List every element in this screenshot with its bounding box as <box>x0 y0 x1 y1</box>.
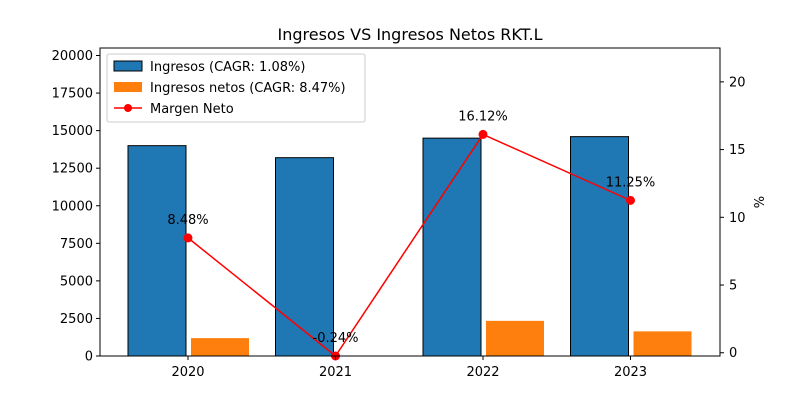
x-tick-label-2021: 2021 <box>319 365 352 380</box>
right-tick-label-20: 20 <box>729 75 746 90</box>
margen-neto-label-2022: 16.12% <box>458 109 508 124</box>
point-labels-layer: 8.48% -0.24% 16.12% 11.25% <box>167 109 655 346</box>
legend: Ingresos (CAGR: 1.08%) Ingresos netos (C… <box>106 53 366 123</box>
legend-swatch-ingresos <box>113 60 143 72</box>
bar-ingresos-2021 <box>275 157 334 357</box>
legend-box <box>106 53 366 123</box>
left-tick-label-20000: 20000 <box>52 49 93 64</box>
left-tick-label-0: 0 <box>85 350 93 365</box>
left-tick-label-5000: 5000 <box>60 274 93 289</box>
margen-neto-point-2022 <box>478 129 488 139</box>
margen-neto-label-2020: 8.48% <box>167 213 208 228</box>
margen-neto-label-2023: 11.25% <box>606 175 656 190</box>
margen-neto-line <box>187 133 631 358</box>
x-axis: 2020 2021 2022 2023 <box>171 356 647 380</box>
legend-label-margen-neto: Margen Neto <box>150 102 234 117</box>
x-tick-label-2022: 2022 <box>466 365 499 380</box>
right-tick-label-10: 10 <box>729 211 746 226</box>
line-layer <box>183 129 635 361</box>
right-tick-label-15: 15 <box>729 143 746 158</box>
left-tick-label-15000: 15000 <box>52 124 93 139</box>
margen-neto-label-2021: -0.24% <box>313 331 359 346</box>
bar-ingresos-netos-2022 <box>486 320 544 356</box>
right-tick-label-0: 0 <box>729 346 737 361</box>
x-tick-label-2020: 2020 <box>171 365 204 380</box>
plot-frame <box>99 47 721 357</box>
right-tick-label-5: 5 <box>729 279 737 294</box>
chart-title: Ingresos VS Ingresos Netos RKT.L <box>278 25 543 44</box>
margen-neto-point-2023 <box>626 195 635 205</box>
bar-ingresos-netos-2023 <box>633 331 692 356</box>
bar-ingresos-2022 <box>422 137 482 357</box>
bars-layer <box>127 136 692 357</box>
bar-ingresos-2023 <box>570 136 629 357</box>
left-y-axis: 0 2500 5000 7500 10000 12500 15000 17500 20000 <box>52 49 100 365</box>
left-tick-label-10000: 10000 <box>52 199 93 214</box>
right-axis-label: % <box>753 196 768 208</box>
left-tick-label-2500: 2500 <box>60 312 93 327</box>
left-tick-label-12500: 12500 <box>52 162 93 177</box>
bar-ingresos-netos-2020 <box>191 338 249 356</box>
right-y-axis: 0 5 10 15 20 <box>720 75 746 361</box>
legend-label-ingresos: Ingresos (CAGR: 1.08%) <box>150 60 305 75</box>
legend-label-ingresos-netos: Ingresos netos (CAGR: 8.47%) <box>150 81 346 96</box>
legend-swatch-ingresos-netos <box>114 82 142 92</box>
legend-swatch-margen-marker <box>124 104 132 112</box>
x-tick-label-2023: 2023 <box>614 365 647 380</box>
margen-neto-point-2020 <box>183 233 193 243</box>
left-tick-label-17500: 17500 <box>52 87 93 102</box>
bar-ingresos-2020 <box>127 145 187 357</box>
left-tick-label-7500: 7500 <box>60 237 93 252</box>
